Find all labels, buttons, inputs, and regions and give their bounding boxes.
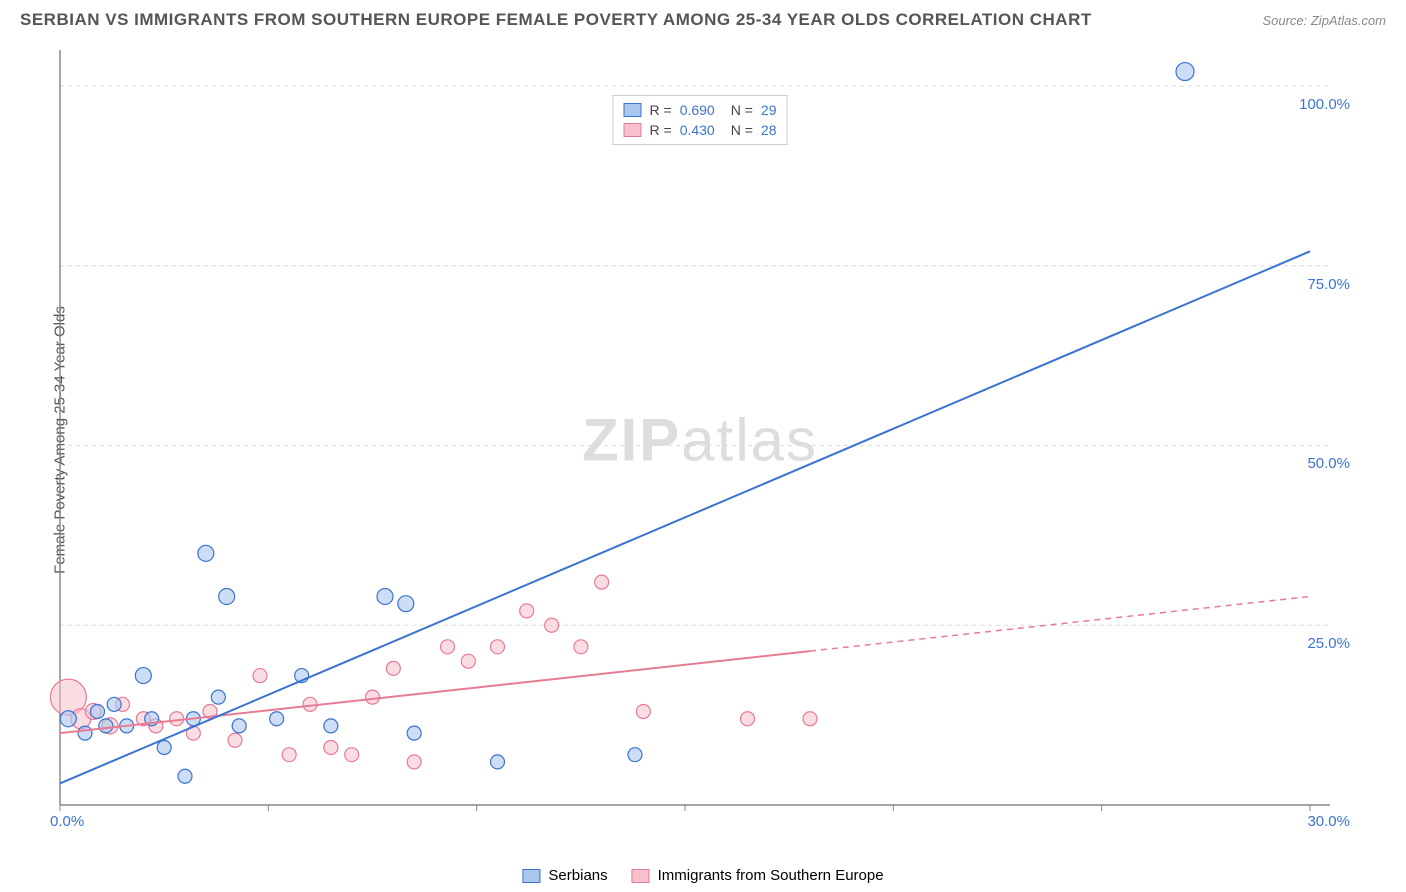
swatch-pink-icon xyxy=(624,123,642,137)
stat-n-value: 29 xyxy=(761,102,777,118)
legend-item-blue: Serbians xyxy=(522,867,607,884)
legend-label: Serbians xyxy=(548,867,607,884)
scatter-plot: Female Poverty Among 25-34 Year Olds ZIP… xyxy=(50,45,1350,835)
stat-n-label: N = xyxy=(731,102,753,118)
x-tick-label: 30.0% xyxy=(1307,813,1350,830)
y-tick-label: 75.0% xyxy=(1307,276,1350,293)
stat-n-value: 28 xyxy=(761,122,777,138)
x-tick-label: 0.0% xyxy=(50,813,84,830)
legend-item-pink: Immigrants from Southern Europe xyxy=(632,867,884,884)
plot-svg xyxy=(50,45,1350,835)
stats-legend: R = 0.690 N = 29 R = 0.430 N = 28 xyxy=(613,95,788,145)
swatch-blue-icon xyxy=(624,103,642,117)
y-tick-label: 100.0% xyxy=(1299,96,1350,113)
stat-r-value: 0.690 xyxy=(680,102,715,118)
stat-n-label: N = xyxy=(731,122,753,138)
series-legend: Serbians Immigrants from Southern Europe xyxy=(522,867,883,884)
stat-row-blue: R = 0.690 N = 29 xyxy=(624,100,777,120)
source-attribution: Source: ZipAtlas.com xyxy=(1262,13,1386,28)
stat-r-value: 0.430 xyxy=(680,122,715,138)
swatch-pink-icon xyxy=(632,869,650,883)
legend-label: Immigrants from Southern Europe xyxy=(658,867,884,884)
swatch-blue-icon xyxy=(522,869,540,883)
y-tick-label: 50.0% xyxy=(1307,455,1350,472)
y-tick-label: 25.0% xyxy=(1307,635,1350,652)
stat-row-pink: R = 0.430 N = 28 xyxy=(624,120,777,140)
stat-r-label: R = xyxy=(650,102,672,118)
stat-r-label: R = xyxy=(650,122,672,138)
chart-title: SERBIAN VS IMMIGRANTS FROM SOUTHERN EURO… xyxy=(20,10,1092,30)
